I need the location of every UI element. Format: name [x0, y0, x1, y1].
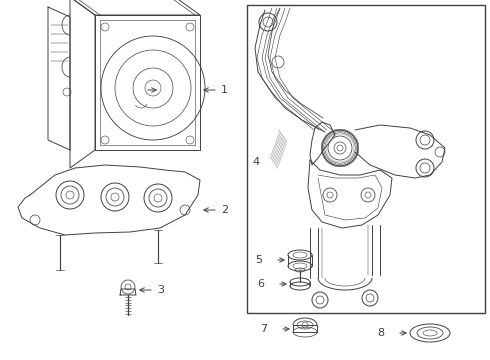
Bar — [247, 5, 485, 313]
Text: 5: 5 — [255, 255, 262, 265]
Text: 1: 1 — [221, 85, 228, 95]
Text: 7: 7 — [260, 324, 267, 334]
Text: 2: 2 — [221, 205, 228, 215]
Text: 8: 8 — [377, 328, 384, 338]
Text: 3: 3 — [157, 285, 164, 295]
Text: 4: 4 — [252, 157, 259, 167]
Text: 6: 6 — [257, 279, 264, 289]
